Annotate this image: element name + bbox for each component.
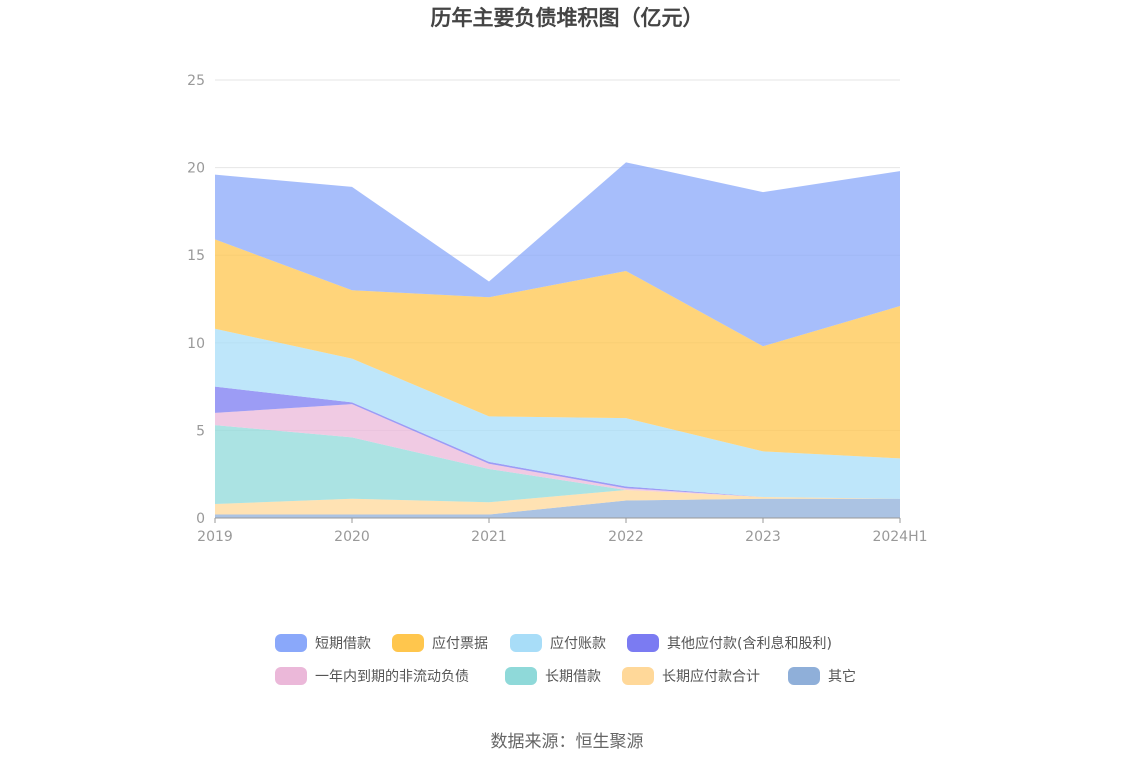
legend-label: 其它: [828, 668, 856, 685]
area-series-5: [215, 328, 900, 499]
y-tick-label: 10: [187, 336, 205, 352]
legend-swatch: [622, 667, 654, 685]
legend-swatch: [510, 634, 542, 652]
area-series-1: [215, 489, 900, 515]
y-tick-label: 20: [187, 161, 205, 177]
chart-title: 历年主要负债堆积图（亿元）: [431, 6, 704, 30]
x-tick-label: 2021: [471, 529, 507, 545]
axes: 0 5 10 15 20 25 2019 2020 2021 2022 2023 2024H1: [187, 73, 927, 545]
legend-swatch: [275, 667, 307, 685]
x-tick-label: 2019: [197, 529, 233, 545]
area-series: [215, 162, 900, 518]
legend-item[interactable]: 其他应付款(含利息和股利): [627, 634, 832, 652]
data-source-note: 数据来源：恒生聚源: [491, 732, 644, 752]
legend-swatch: [275, 634, 307, 652]
legend-swatch: [788, 667, 820, 685]
x-tick-label: 2020: [334, 529, 370, 545]
legend-item[interactable]: 短期借款: [275, 634, 371, 652]
y-tick-label: 5: [196, 423, 205, 439]
area-series-0: [215, 498, 900, 518]
legend-label: 一年内到期的非流动负债: [315, 669, 469, 685]
x-tick-label: 2024H1: [872, 529, 927, 545]
y-tick-label: 25: [187, 73, 205, 89]
area-series-2: [215, 425, 900, 504]
y-tick-label: 0: [196, 511, 205, 527]
legend-item[interactable]: 一年内到期的非流动负债: [275, 667, 469, 685]
legend-label: 应付票据: [432, 635, 488, 652]
x-tick-label: 2023: [745, 529, 781, 545]
legend-label: 其他应付款(含利息和股利): [667, 635, 832, 652]
legend[interactable]: 短期借款 应付票据 应付账款 其他应付款(含利息和股利) 一年内到期的非流动负债 长期借款…: [275, 634, 856, 685]
x-tick-label: 2022: [608, 529, 644, 545]
area-series-3: [215, 404, 900, 499]
y-tick-label: 15: [187, 248, 205, 264]
legend-swatch: [505, 667, 537, 685]
legend-label: 长期应付款合计: [662, 668, 760, 685]
legend-swatch: [627, 634, 659, 652]
legend-label: 应付账款: [550, 635, 606, 652]
legend-item[interactable]: 长期借款: [505, 667, 601, 685]
area-series-7: [215, 162, 900, 347]
legend-item[interactable]: 其它: [788, 667, 856, 685]
legend-label: 长期借款: [545, 669, 601, 685]
legend-item[interactable]: 长期应付款合计: [622, 667, 760, 685]
area-series-4: [215, 386, 900, 499]
legend-item[interactable]: 应付账款: [510, 634, 606, 652]
legend-item[interactable]: 应付票据: [392, 634, 488, 652]
area-series-6: [215, 239, 900, 459]
legend-swatch: [392, 634, 424, 652]
legend-label: 短期借款: [315, 636, 371, 652]
